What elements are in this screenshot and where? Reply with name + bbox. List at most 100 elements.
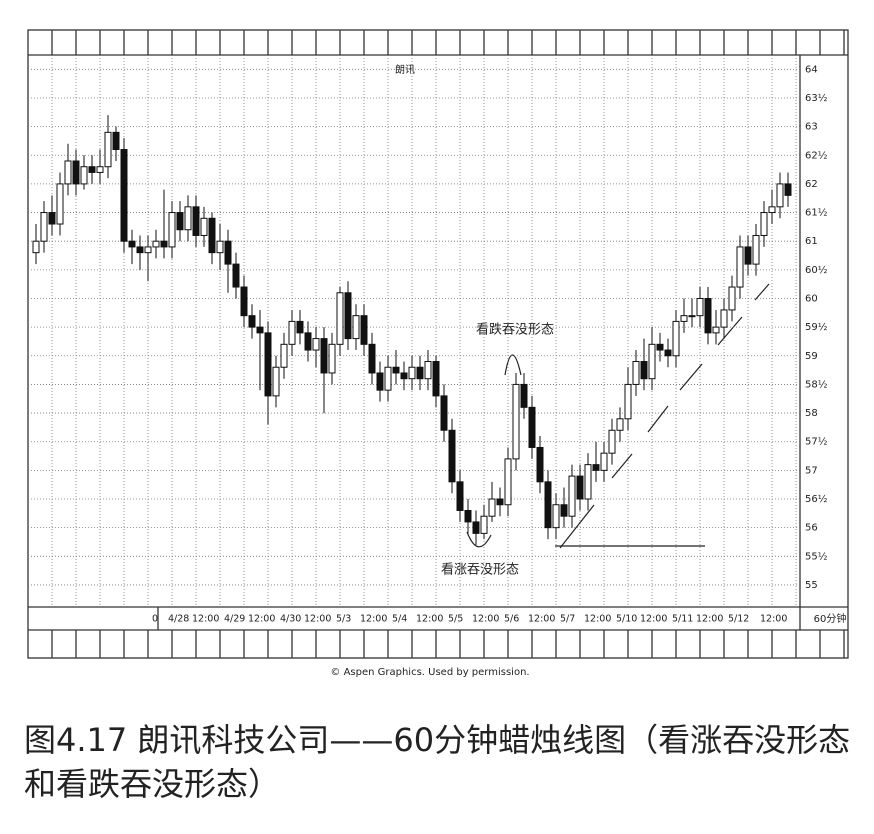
- candle-body: [128, 240, 136, 248]
- candle-body: [360, 315, 368, 345]
- candle-body: [592, 464, 600, 471]
- candle-body: [696, 297, 704, 317]
- candle-body: [144, 246, 152, 254]
- x-tick-label: 12:00: [584, 614, 611, 625]
- x-tick-label: 12:00: [640, 614, 667, 625]
- candle-body: [320, 338, 328, 374]
- source: © Aspen Graphics. Used by permission.: [330, 667, 529, 678]
- y-tick-label: 59½: [805, 321, 828, 333]
- candle-body: [96, 166, 104, 173]
- x-tick-label: 5/6: [504, 614, 519, 625]
- y-tick-label: 63½: [805, 92, 828, 104]
- candle-body: [680, 315, 688, 322]
- y-tick-label: 56½: [805, 493, 828, 505]
- candle-body: [536, 446, 544, 483]
- candle-body: [704, 297, 712, 334]
- x-tick-label: 12:00: [760, 614, 787, 625]
- x-tick-label: 12:00: [528, 614, 555, 625]
- y-tick-label: 61: [805, 236, 818, 247]
- candle-body: [640, 361, 648, 380]
- candle-body: [160, 240, 168, 248]
- candle-body: [392, 366, 400, 374]
- candle-body: [624, 383, 632, 420]
- candle-body: [560, 504, 568, 517]
- candle-body: [728, 286, 736, 311]
- candle-body: [120, 149, 128, 242]
- y-tick-label: 56: [805, 523, 818, 534]
- x-tick-label: 5/10: [616, 614, 637, 625]
- y-tick-label: 63: [805, 122, 818, 133]
- candle-body: [496, 498, 504, 506]
- candle-body: [512, 383, 520, 460]
- y-tick-label: 58: [805, 408, 818, 419]
- y-tick-label: 61½: [805, 207, 828, 219]
- candle-body: [200, 217, 208, 236]
- candle-body: [448, 429, 456, 483]
- y-tick-label: 62: [805, 179, 818, 190]
- x-tick-label: 5/11: [672, 614, 693, 625]
- candle-body: [784, 183, 792, 196]
- candle-body: [584, 464, 592, 500]
- candle-body: [720, 309, 728, 328]
- candle-body: [400, 372, 408, 380]
- arc: [466, 531, 492, 548]
- candle-body: [64, 160, 72, 185]
- candle-body: [152, 240, 160, 248]
- candle-body: [664, 349, 672, 357]
- candle-body: [192, 206, 200, 236]
- y-tick-label: 57½: [805, 436, 828, 448]
- annotation: 看涨吞没形态: [441, 562, 519, 578]
- x-tick-label: 4/29: [224, 614, 245, 625]
- candle-body: [416, 366, 424, 380]
- trend-line: [647, 405, 669, 433]
- x-tick-label: 0: [152, 614, 158, 625]
- x-tick-label: 4/30: [280, 614, 301, 625]
- candle-body: [352, 315, 360, 340]
- y-tick-label: 60: [805, 293, 818, 304]
- candle-body: [368, 343, 376, 374]
- candle-body: [544, 481, 552, 529]
- x-tick-label: 12:00: [248, 614, 275, 625]
- y-tick-label: 58½: [805, 378, 828, 390]
- trend-line: [679, 363, 703, 391]
- chart-title: 朗讯: [395, 64, 415, 76]
- candle-body: [520, 383, 528, 408]
- candle-body: [656, 343, 664, 351]
- y-tick-label: 62½: [805, 149, 828, 161]
- candle-body: [440, 395, 448, 431]
- candle-body: [328, 343, 336, 374]
- x-tick-label: 12:00: [192, 614, 219, 625]
- candle-body: [432, 361, 440, 397]
- candle-body: [528, 406, 536, 448]
- candle-body: [752, 234, 760, 265]
- candle-body: [760, 212, 768, 236]
- candle-body: [608, 429, 616, 454]
- candle-body: [768, 206, 776, 214]
- y-tick-label: 55: [805, 580, 818, 591]
- candle-body: [376, 372, 384, 391]
- x-tick-label: 5/7: [560, 614, 575, 625]
- x-tick-label: 12:00: [304, 614, 331, 625]
- candle-body: [408, 366, 416, 380]
- candle-body: [344, 292, 352, 340]
- candle-body: [480, 515, 488, 534]
- candle-body: [672, 320, 680, 357]
- candle-body: [216, 240, 224, 254]
- x-tick-label: 5/4: [392, 614, 407, 625]
- candle-body: [456, 481, 464, 511]
- candle-body: [272, 366, 280, 397]
- y-tick-label: 59: [805, 351, 818, 362]
- candle-body: [776, 183, 784, 208]
- candle-body: [184, 206, 192, 231]
- candle-body: [256, 326, 264, 334]
- candle-body: [176, 212, 184, 231]
- candle-body: [648, 343, 656, 380]
- candle-body: [264, 332, 272, 397]
- candle-body: [168, 212, 176, 248]
- candle-body: [296, 320, 304, 334]
- candle-body: [472, 521, 480, 534]
- x-tick-label: 12:00: [472, 614, 499, 625]
- candle-body: [112, 131, 120, 151]
- x-tick-label: 12:00: [416, 614, 443, 625]
